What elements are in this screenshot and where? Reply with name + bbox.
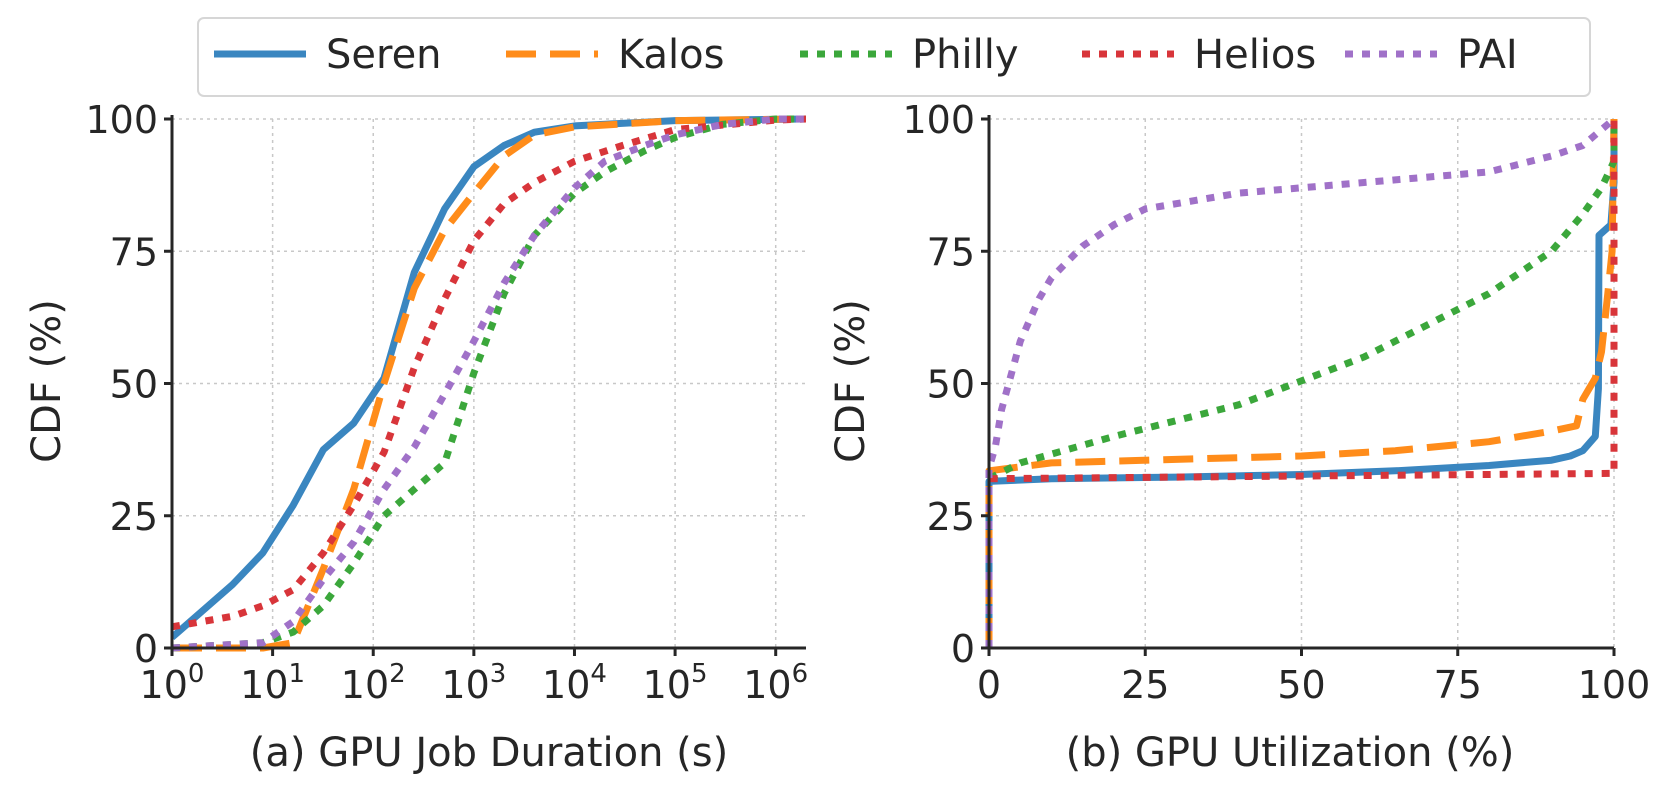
legend-label: Seren bbox=[326, 32, 442, 78]
y-tick-label: 0 bbox=[951, 627, 975, 671]
legend-entry-kalos: Kalos bbox=[506, 32, 724, 78]
y-tick-label: 75 bbox=[927, 230, 975, 274]
y-tick-label: 25 bbox=[110, 495, 158, 539]
x-tick-label: 0 bbox=[977, 663, 1001, 707]
grid-a bbox=[171, 118, 806, 649]
x-tick-label: 105 bbox=[643, 659, 708, 707]
legend: Seren Kalos Philly Helios PAI bbox=[197, 17, 1591, 97]
x-tick-label: 103 bbox=[441, 659, 506, 707]
series-line-philly bbox=[172, 115, 806, 652]
xlabel-a: (a) GPU Job Duration (s) bbox=[250, 730, 728, 776]
series-line-kalos bbox=[985, 118, 1618, 648]
ylabel-a: CDF (%) bbox=[24, 299, 70, 463]
y-tick-label: 75 bbox=[110, 230, 158, 274]
x-tick-label: 104 bbox=[542, 659, 607, 707]
xlabel-b: (b) GPU Utilization (%) bbox=[1066, 730, 1515, 776]
series-group-a bbox=[172, 115, 806, 652]
series-line-helios bbox=[985, 119, 1618, 648]
y-tick-label: 100 bbox=[85, 98, 158, 142]
legend-entry-philly: Philly bbox=[800, 32, 1018, 78]
x-tick-label: 100 bbox=[1578, 663, 1651, 707]
chart-panel-b: 0 25 50 75 100 0 25 50 75 100 CDF (%) (b) GPU Uti… bbox=[828, 98, 1650, 776]
series-group-b bbox=[985, 116, 1618, 648]
y-tick-label: 50 bbox=[110, 363, 158, 407]
x-tick-label: 102 bbox=[341, 659, 406, 707]
ticks-a: 0 25 50 75 100 100 101 102 103 104 105 106 bbox=[85, 98, 808, 707]
legend-frame bbox=[197, 17, 1591, 97]
y-tick-label: 100 bbox=[902, 98, 975, 142]
x-tick-label: 50 bbox=[1277, 663, 1325, 707]
x-tick-label: 106 bbox=[743, 659, 808, 707]
series-line-pai bbox=[985, 116, 1617, 648]
legend-label: PAI bbox=[1457, 32, 1518, 78]
series-line-kalos bbox=[172, 115, 806, 652]
series-line-seren bbox=[172, 115, 806, 641]
ylabel-b: CDF (%) bbox=[828, 299, 874, 463]
y-tick-label: 50 bbox=[927, 363, 975, 407]
axes-a bbox=[170, 115, 806, 650]
legend-entry-helios: Helios bbox=[1082, 32, 1316, 78]
y-tick-label: 25 bbox=[927, 495, 975, 539]
legend-label: Kalos bbox=[618, 32, 724, 78]
series-line-pai bbox=[172, 115, 806, 652]
series-line-philly bbox=[985, 119, 1618, 648]
x-tick-label: 25 bbox=[1121, 663, 1169, 707]
legend-entry-pai: PAI bbox=[1345, 32, 1518, 78]
x-tick-label: 101 bbox=[240, 659, 305, 707]
y-tick-label: 0 bbox=[134, 627, 158, 671]
legend-entry-seren: Seren bbox=[214, 32, 442, 78]
x-tick-label: 100 bbox=[140, 659, 205, 707]
x-tick-label: 75 bbox=[1434, 663, 1482, 707]
ticks-b: 0 25 50 75 100 0 25 50 75 100 bbox=[902, 98, 1650, 707]
legend-label: Philly bbox=[912, 32, 1018, 78]
legend-label: Helios bbox=[1194, 32, 1316, 78]
